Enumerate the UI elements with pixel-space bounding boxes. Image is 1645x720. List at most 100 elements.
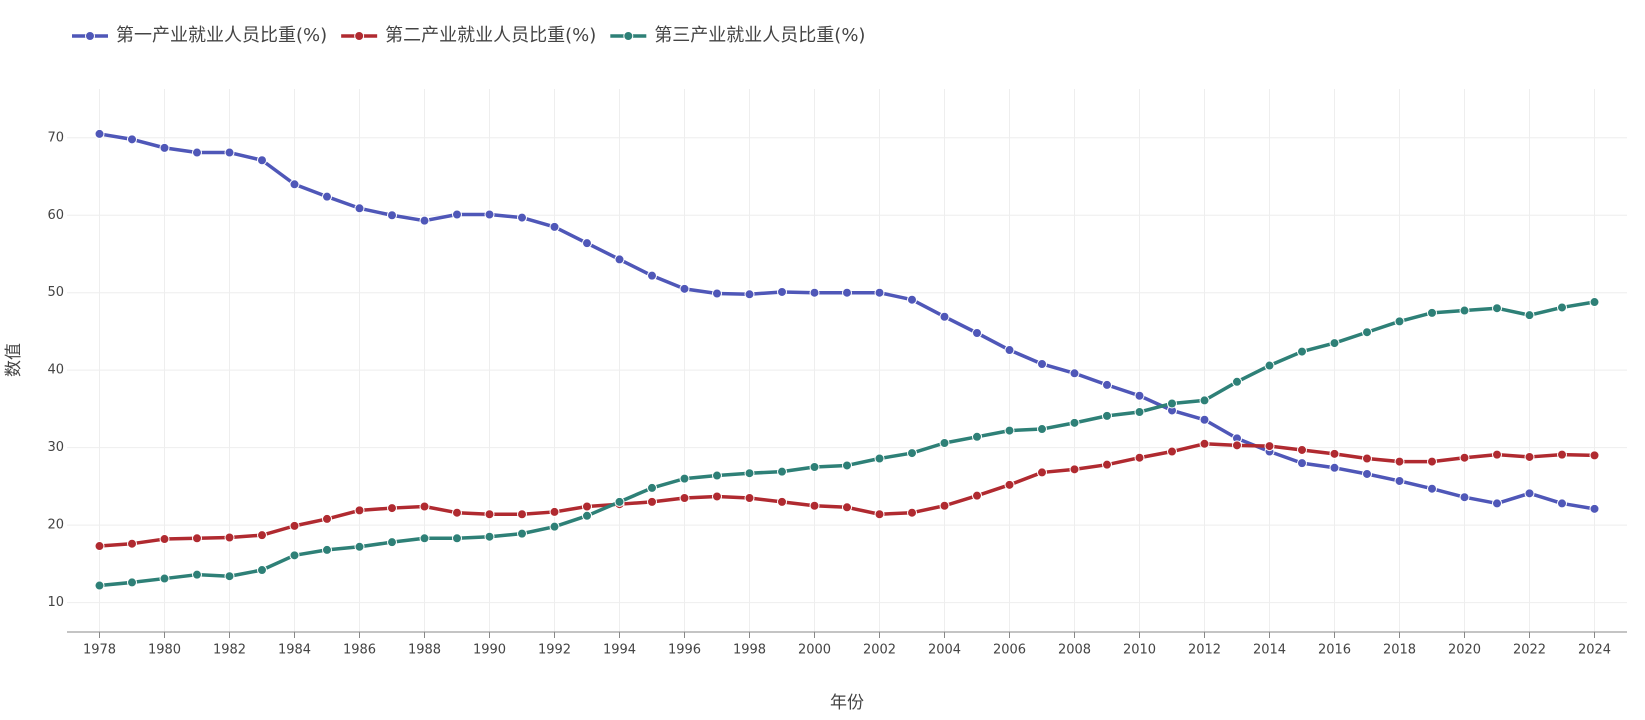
point (614, 496, 625, 507)
point (192, 533, 202, 544)
point (517, 528, 527, 539)
point (159, 142, 170, 153)
point (1264, 441, 1275, 452)
point (517, 509, 527, 520)
x-tick-label: 1980 (148, 643, 181, 658)
point (322, 191, 332, 202)
point (1427, 483, 1437, 494)
point (972, 490, 982, 501)
point (224, 532, 235, 543)
x-tick-label: 2018 (1383, 643, 1416, 658)
x-tick-label: 2014 (1253, 643, 1286, 658)
point (1297, 346, 1307, 357)
point (1589, 503, 1600, 514)
y-tick-label: 60 (47, 208, 64, 223)
series-line (99, 132, 1595, 511)
point (1362, 453, 1372, 464)
point (192, 147, 202, 158)
point (1134, 407, 1145, 418)
point (939, 311, 950, 322)
point (1004, 479, 1015, 490)
legend-label: 第二产业就业人员比重(%) (385, 25, 596, 46)
point (484, 531, 495, 542)
legend-marker (623, 31, 634, 41)
legend-marker (354, 31, 365, 41)
point (679, 473, 690, 484)
point (582, 501, 592, 512)
point (1329, 338, 1340, 349)
point (1459, 492, 1470, 503)
point (289, 179, 300, 190)
point (452, 209, 462, 220)
point (484, 509, 495, 520)
point (387, 537, 397, 548)
point (1069, 368, 1080, 379)
point (1004, 345, 1015, 356)
point (354, 505, 365, 516)
point (127, 577, 137, 588)
point (712, 288, 722, 299)
x-tick-label: 2008 (1058, 643, 1091, 658)
point (1524, 451, 1535, 462)
point (1329, 462, 1340, 473)
x-tick-label: 2016 (1318, 643, 1351, 658)
point (777, 496, 787, 507)
point (94, 128, 105, 139)
point (1297, 458, 1307, 469)
x-tick-label: 2010 (1123, 643, 1156, 658)
point (322, 513, 332, 524)
point (549, 506, 560, 517)
x-tick-label: 2022 (1513, 643, 1546, 658)
point (907, 448, 917, 459)
point (419, 533, 430, 544)
x-tick-label: 2004 (928, 643, 961, 658)
point (354, 203, 365, 214)
point (387, 503, 397, 514)
y-tick-label: 20 (47, 518, 64, 533)
point (1069, 464, 1080, 475)
point (257, 565, 267, 576)
x-tick-label: 2002 (863, 643, 896, 658)
point (257, 530, 267, 541)
point (1459, 452, 1470, 463)
point (1134, 452, 1145, 463)
point (1427, 307, 1437, 318)
x-tick-label: 2006 (993, 643, 1026, 658)
point (744, 492, 755, 503)
point (907, 294, 917, 305)
point (1492, 303, 1502, 314)
point (159, 534, 170, 545)
point (1037, 467, 1047, 478)
x-tick-label: 2024 (1578, 643, 1611, 658)
x-tick-label: 1986 (343, 643, 376, 658)
point (712, 491, 722, 502)
point (517, 212, 527, 223)
point (1589, 297, 1600, 308)
x-tick-label: 1988 (408, 643, 441, 658)
point (1167, 398, 1177, 409)
y-tick-label: 70 (47, 130, 64, 145)
point (907, 507, 917, 518)
point (1264, 360, 1275, 371)
point (1394, 475, 1405, 486)
y-tick-label: 30 (47, 440, 64, 455)
point (1232, 376, 1242, 387)
y-tick-label: 50 (47, 285, 64, 300)
point (1557, 302, 1567, 313)
point (419, 501, 430, 512)
point (1102, 459, 1112, 470)
point (127, 538, 137, 549)
point (842, 460, 852, 471)
point (777, 466, 787, 477)
point (1394, 456, 1405, 467)
point (582, 238, 592, 249)
series-line (99, 300, 1595, 588)
y-tick-label: 10 (47, 595, 64, 610)
point (809, 287, 820, 298)
point (972, 328, 982, 339)
point (712, 470, 722, 481)
point (257, 155, 267, 166)
x-tick-label: 1984 (278, 643, 311, 658)
point (224, 571, 235, 582)
